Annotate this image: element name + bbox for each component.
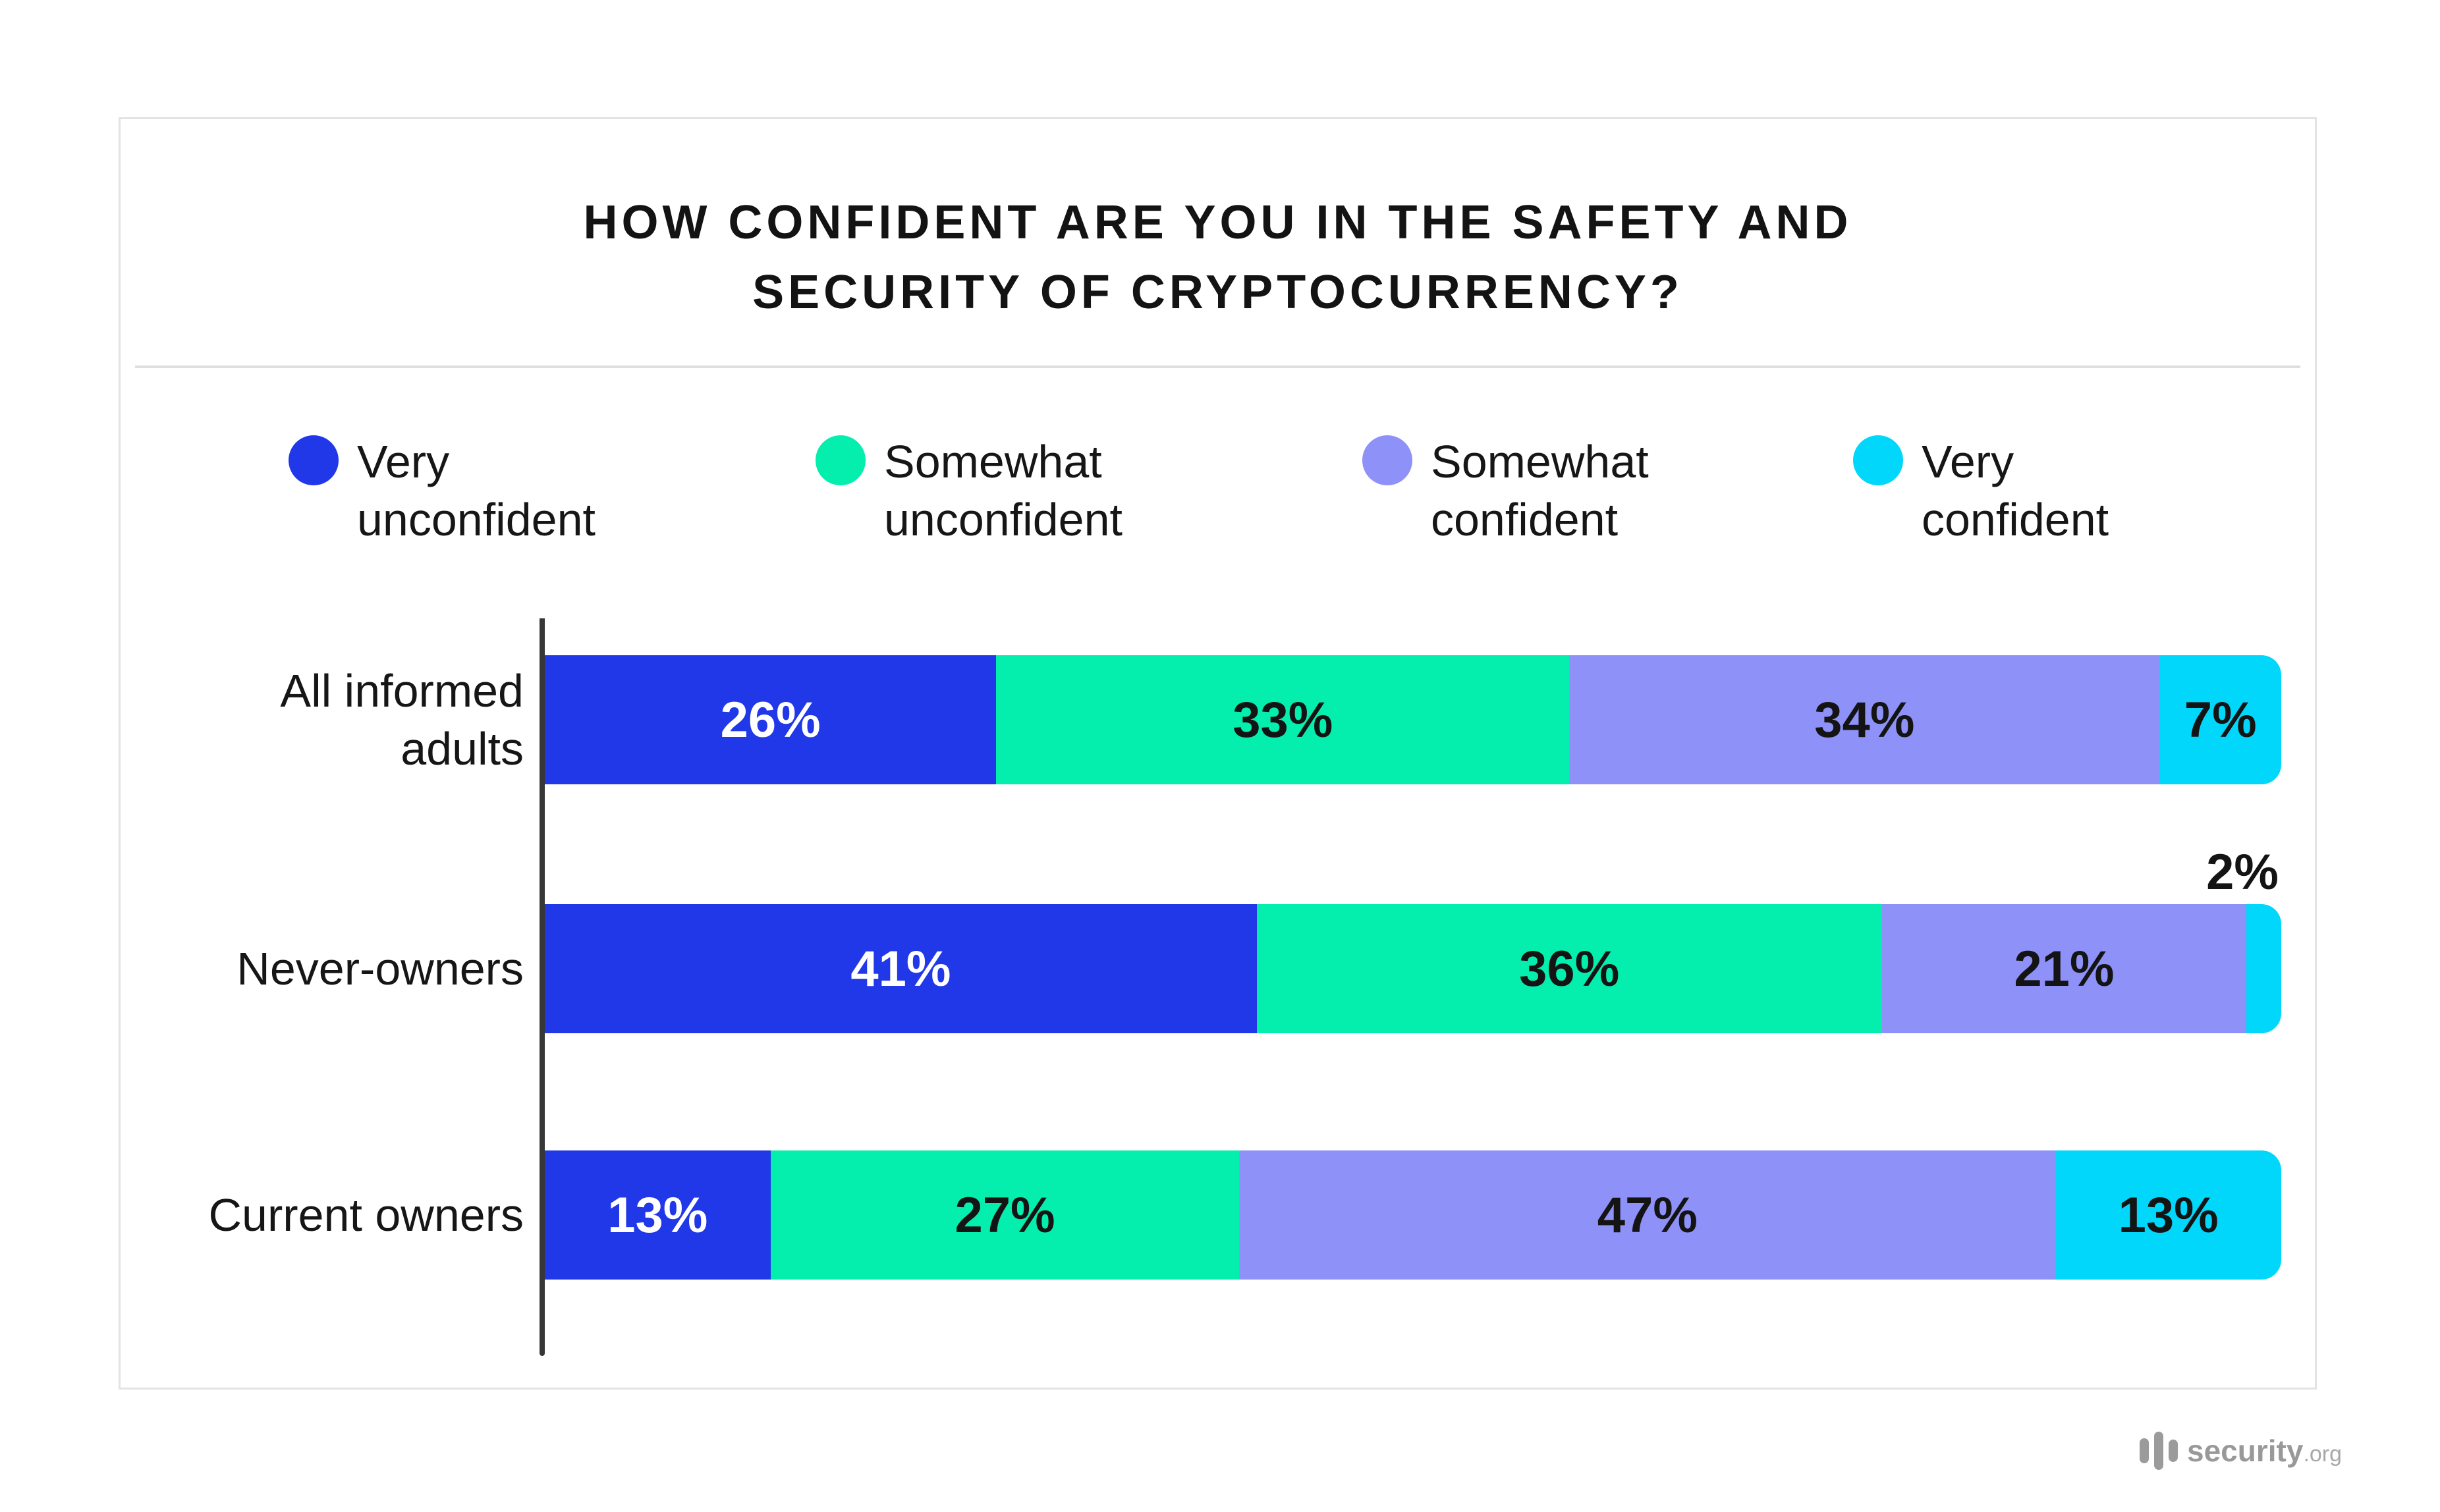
legend-label: Very confident — [1922, 436, 2109, 545]
legend-swatch-icon — [816, 435, 866, 485]
legend-swatch-icon — [1362, 435, 1412, 485]
legend-item: Very confident — [1853, 433, 2109, 549]
bar-segment: 26% — [545, 655, 997, 784]
bar-segment: 33% — [996, 655, 1570, 784]
bar-segment: 41% — [545, 904, 1257, 1033]
legend-label: Somewhat unconfident — [884, 436, 1123, 545]
securityorg-logo-icon — [2140, 1432, 2178, 1470]
category-label: Never-owners — [236, 943, 524, 994]
bar-segment: 13% — [545, 1150, 771, 1280]
legend-label: Somewhat confident — [1431, 436, 1649, 545]
securityorg-logo: security .org — [2140, 1432, 2342, 1470]
legend-item: Somewhat confident — [1362, 433, 1649, 549]
chart-title-line-1: HOW CONFIDENT ARE YOU IN THE SAFETY AND — [583, 196, 1852, 249]
logo-bar-icon — [2169, 1440, 2178, 1462]
bar-segment: 36% — [1256, 904, 1882, 1033]
category-label: All informed adults — [280, 665, 524, 774]
bar-segment: 21% — [1881, 904, 2247, 1033]
brand-text: security .org — [2187, 1433, 2342, 1469]
logo-bar-icon — [2140, 1438, 2149, 1463]
stacked-bar: 41% 36% 21% — [545, 904, 2281, 1033]
legend-swatch-icon — [1853, 435, 1903, 485]
bar-segment: 47% — [1239, 1150, 2056, 1280]
logo-bar-icon — [2154, 1432, 2163, 1470]
bar-segment — [2246, 904, 2281, 1033]
stacked-bar: 13% 27% 47% 13% — [545, 1150, 2281, 1280]
y-axis-line — [540, 618, 545, 1356]
legend-item: Somewhat unconfident — [816, 433, 1123, 549]
bar-value-label-outside: 2% — [2206, 844, 2279, 900]
chart-title: HOW CONFIDENT ARE YOU IN THE SAFETY AND … — [121, 188, 2315, 327]
chart-title-line-2: SECURITY OF CRYPTOCURRENCY? — [752, 266, 1683, 319]
bar-segment: 27% — [770, 1150, 1240, 1280]
chart-card: HOW CONFIDENT ARE YOU IN THE SAFETY AND … — [119, 117, 2317, 1390]
legend-swatch-icon — [289, 435, 339, 485]
bar-segment: 34% — [1569, 655, 2160, 784]
title-divider — [135, 365, 2300, 368]
brand-tld: .org — [2303, 1442, 2343, 1467]
category-label: Current owners — [208, 1189, 524, 1241]
bar-segment: 7% — [2159, 655, 2281, 784]
brand-name: security — [2187, 1434, 2304, 1468]
stacked-bar: 26% 33% 34% 7% — [545, 655, 2281, 784]
legend-label: Very unconfident — [357, 436, 596, 545]
bar-segment: 13% — [2055, 1150, 2281, 1280]
legend-item: Very unconfident — [289, 433, 596, 549]
